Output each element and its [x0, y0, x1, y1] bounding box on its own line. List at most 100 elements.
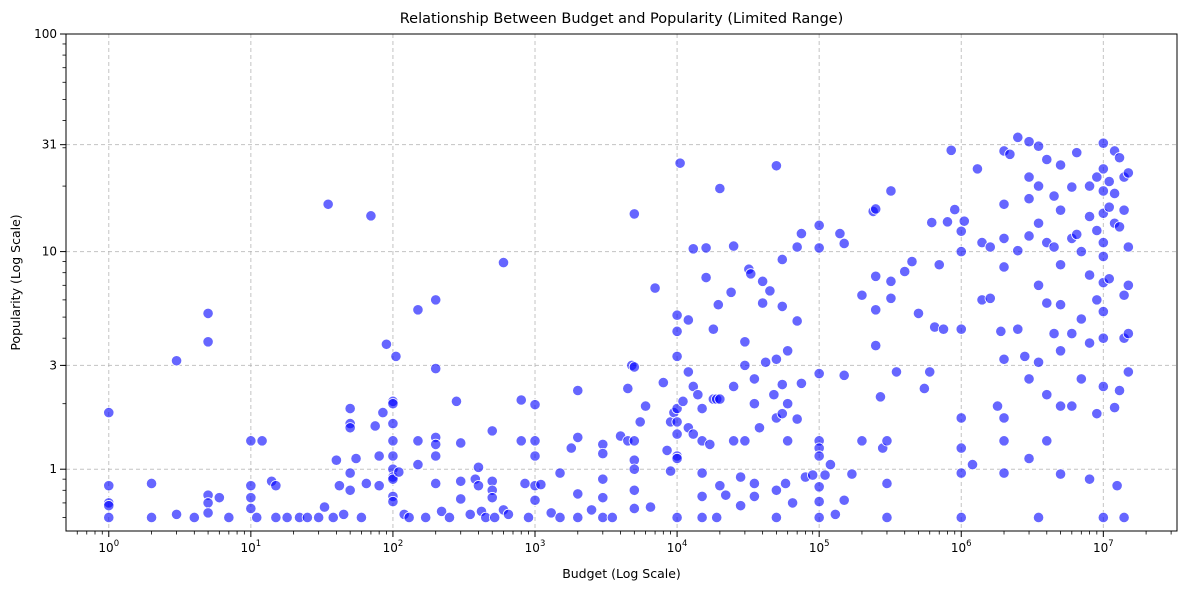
data-point	[728, 380, 740, 393]
data-point	[1032, 217, 1045, 229]
data-point	[1071, 147, 1083, 159]
data-point	[622, 382, 634, 395]
data-point	[671, 428, 683, 440]
data-point	[776, 300, 788, 312]
data-point	[628, 208, 640, 220]
data-point	[657, 377, 669, 389]
data-point	[924, 366, 936, 378]
data-point	[813, 495, 825, 508]
data-point	[1097, 511, 1109, 524]
data-point	[1048, 327, 1060, 340]
data-point	[1091, 408, 1103, 420]
data-point	[1032, 140, 1045, 152]
data-point	[245, 435, 257, 447]
data-point	[757, 275, 769, 287]
data-point	[748, 398, 760, 410]
data-point	[955, 246, 967, 258]
data-point	[770, 160, 783, 172]
data-point	[748, 373, 760, 385]
data-point	[918, 382, 930, 395]
data-point	[639, 400, 652, 412]
data-point	[671, 402, 683, 415]
data-point	[885, 275, 897, 287]
data-point	[1032, 511, 1045, 524]
data-point	[782, 345, 794, 357]
data-point	[1041, 153, 1053, 166]
data-point	[955, 467, 967, 479]
data-point	[782, 435, 794, 447]
data-point	[245, 502, 257, 515]
data-point	[430, 294, 442, 306]
data-point	[998, 198, 1010, 210]
data-point	[1066, 181, 1078, 193]
data-point	[572, 431, 584, 443]
data-point	[464, 508, 476, 520]
data-point	[634, 416, 646, 428]
data-point	[819, 469, 831, 481]
data-point	[712, 299, 724, 311]
data-point	[1108, 401, 1121, 414]
data-point	[870, 270, 882, 282]
data-point	[1103, 175, 1115, 188]
data-point	[776, 408, 788, 420]
data-point	[768, 389, 780, 401]
data-point	[1083, 210, 1096, 223]
data-point	[728, 240, 740, 252]
data-point	[318, 501, 331, 513]
data-point	[1111, 480, 1123, 492]
x-tick-label: 105	[809, 539, 830, 555]
data-point	[838, 369, 850, 381]
data-point	[955, 225, 967, 237]
data-point	[760, 356, 772, 368]
data-point	[1097, 163, 1109, 175]
data-point	[753, 422, 766, 434]
data-point	[1118, 511, 1130, 524]
data-point	[170, 355, 183, 367]
data-point	[529, 435, 541, 447]
data-point	[995, 325, 1007, 337]
data-point	[885, 292, 897, 304]
data-point	[554, 511, 566, 524]
data-point	[1075, 246, 1087, 258]
data-point	[519, 477, 531, 490]
data-point	[435, 505, 448, 517]
data-point	[403, 511, 415, 524]
data-point	[664, 465, 677, 477]
data-point	[628, 502, 640, 515]
data-point	[450, 395, 463, 407]
data-point	[597, 492, 609, 504]
data-point	[813, 219, 825, 231]
data-point	[1012, 131, 1024, 143]
data-point	[998, 261, 1010, 273]
data-point	[791, 413, 803, 425]
ticks-layer: 100 101 102 103 104 105 106 107 1 3 10 31 100	[34, 27, 1172, 555]
data-point	[350, 452, 362, 465]
data-point	[795, 377, 808, 389]
data-point	[281, 511, 293, 524]
data-point	[955, 442, 967, 454]
data-point	[677, 395, 689, 407]
data-point	[412, 304, 424, 316]
data-point	[377, 407, 389, 419]
data-point	[813, 450, 825, 462]
data-point	[245, 492, 257, 504]
data-point	[393, 466, 405, 478]
data-point	[387, 495, 399, 508]
data-point	[1097, 305, 1109, 318]
y-axis-label: Popularity (Log Scale)	[8, 214, 23, 350]
x-tick-label: 107	[1093, 539, 1114, 555]
data-point	[696, 511, 708, 524]
data-point	[344, 467, 356, 479]
data-point	[202, 307, 214, 319]
data-point	[757, 297, 769, 309]
data-point	[700, 242, 712, 254]
data-point	[881, 511, 893, 524]
data-point	[554, 467, 566, 479]
data-point	[1041, 297, 1053, 309]
data-point	[1066, 400, 1078, 412]
data-point	[941, 216, 954, 228]
data-point	[735, 471, 747, 483]
data-point	[834, 227, 846, 240]
data-point	[628, 484, 640, 496]
data-point	[745, 268, 757, 280]
